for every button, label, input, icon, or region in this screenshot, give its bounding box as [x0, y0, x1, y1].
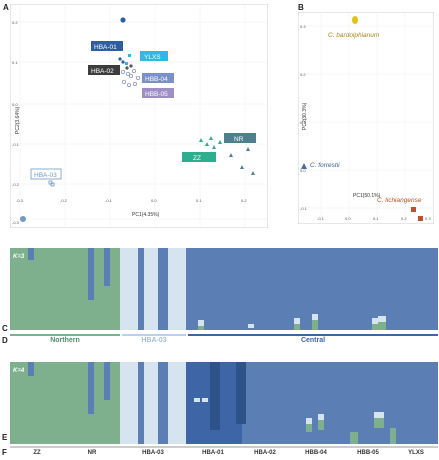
pop-hba03: HBA-03 [142, 450, 164, 456]
panel-label-a: A [3, 3, 9, 12]
panel-label-b: B [298, 3, 304, 12]
region-northern: Northern [50, 337, 80, 344]
pop-hbb05: HBB-05 [357, 450, 379, 456]
pop-hba01: HBA-01 [202, 450, 224, 456]
b-xtick-1: -0.1 [317, 216, 325, 221]
a-xtick-2: -0.2 [60, 198, 68, 203]
a-ytick-6: -0.3 [12, 220, 20, 225]
pca-plot-a: 0.2 0.1 0.0 -0.1 -0.2 -0.3 -0.3 -0.2 -0.… [10, 4, 268, 228]
pop-zz: ZZ [33, 450, 41, 456]
panel-label-d: D [2, 336, 8, 345]
b-xtick-4: 0.2 [401, 216, 407, 221]
label-nr: NR [224, 133, 256, 143]
pop-nr: NR [87, 450, 97, 456]
label-hbb05: HBB-05 [142, 88, 174, 98]
point-forrestii [301, 163, 307, 169]
b-ytick-2: 0.2 [300, 72, 306, 77]
svg-text:HBA-02: HBA-02 [91, 68, 114, 75]
a-x-label: PC1(4.35%) [132, 212, 160, 218]
label-hbb04: HBB-04 [142, 73, 174, 83]
outlier-point [20, 216, 26, 222]
region-hba03: HBA-03 [141, 337, 167, 344]
b-ytick-5: -0.1 [300, 206, 308, 211]
pca-plot-b: 0.3 0.2 0.1 0.0 -0.1 -0.1 0.0 0.1 0.2 0.… [298, 12, 434, 224]
a-xtick-3: -0.1 [105, 198, 113, 203]
a-ytick-3: 0.0 [12, 102, 18, 107]
label-bardolphianum: C. bardolphianum [328, 32, 380, 39]
cluster-ylxs [125, 54, 131, 65]
point-lichiangense-2 [418, 216, 423, 221]
pop-hbb04: HBB-04 [305, 450, 327, 456]
b-x-label: PC1(50.1%) [353, 193, 381, 199]
cluster-hbb [121, 69, 141, 88]
label-ylxs: YLXS [140, 51, 168, 61]
cluster-hba02 [125, 64, 133, 70]
cluster-nr [229, 147, 255, 175]
b-xtick-5: 0.3 [425, 216, 431, 221]
point-lichiangense-1 [411, 207, 416, 212]
region-central: Central [300, 337, 326, 344]
b-y-label: PC2(30.3%) [302, 102, 308, 130]
label-lichiangense: C. lichiangense [377, 197, 422, 204]
a-ytick-2: 0.1 [12, 60, 18, 65]
structure-k4: K=4 [10, 362, 438, 444]
k4-label: K=4 [13, 368, 25, 374]
label-hba02: HBA-02 [88, 65, 120, 75]
a-ytick-5: -0.2 [12, 182, 20, 187]
svg-text:NR: NR [234, 136, 244, 143]
structure-k3: K=3 [10, 248, 438, 330]
panel-label-c: C [2, 324, 8, 333]
pop-ylxs: YLXS [408, 450, 424, 456]
svg-text:HBB-05: HBB-05 [145, 91, 168, 98]
svg-text:HBA-01: HBA-01 [94, 44, 117, 51]
cluster-hba01 [118, 17, 126, 64]
pop-hba02: HBA-02 [254, 450, 276, 456]
b-xtick-3: 0.1 [373, 216, 379, 221]
label-forrestii: C. forrestii [310, 162, 340, 169]
a-xtick-4: 0.0 [151, 198, 157, 203]
point-bardolphianum [352, 16, 358, 24]
b-ytick-4: 0.0 [300, 168, 306, 173]
b-ytick-3: 0.1 [300, 120, 306, 125]
b-xtick-2: 0.0 [345, 216, 351, 221]
cluster-zz [199, 136, 222, 149]
a-ytick-1: 0.2 [12, 20, 18, 25]
k3-label: K=3 [13, 254, 25, 260]
a-xtick-1: -0.3 [16, 198, 24, 203]
label-zz: ZZ [182, 152, 216, 162]
cluster-hba03 [48, 180, 55, 187]
b-ytick-1: 0.3 [300, 24, 306, 29]
label-hba03: HBA-03 [30, 168, 62, 180]
panel-label-e: E [2, 433, 8, 442]
svg-text:YLXS: YLXS [144, 54, 161, 61]
panel-label-f: F [2, 448, 7, 457]
svg-text:ZZ: ZZ [193, 155, 201, 162]
svg-text:HBB-04: HBB-04 [145, 76, 168, 83]
svg-text:HBA-03: HBA-03 [34, 172, 57, 179]
population-axis [10, 446, 438, 448]
a-xtick-6: 0.2 [241, 198, 247, 203]
a-ytick-4: -0.1 [12, 142, 20, 147]
region-bar: Northern HBA-03 Central [10, 334, 438, 348]
label-hba01: HBA-01 [91, 41, 123, 51]
a-xtick-5: 0.1 [196, 198, 202, 203]
a-y-label: PC2(3.64%) [15, 106, 21, 134]
